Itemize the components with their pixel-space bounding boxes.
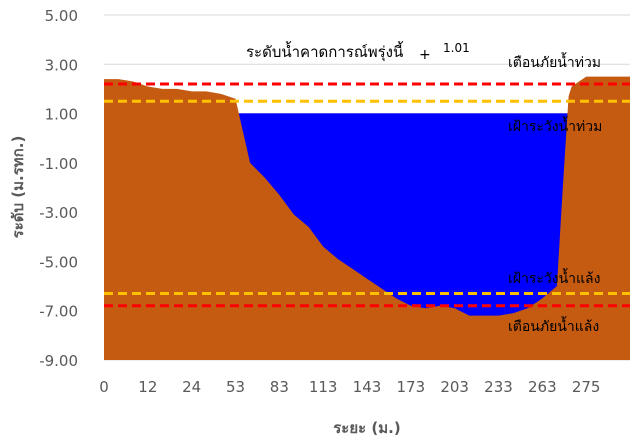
x-tick-label: 263 [528,378,557,396]
forecast-value: 1.01 [443,41,470,55]
y-tick-labels: 5.00 3.00 1.00 -1.00 -3.00 -5.00 -7.00 -9.00 [39,7,78,370]
forecast-plus: + [419,47,431,63]
y-tick-label: -5.00 [39,253,78,271]
x-tick-label: 143 [353,378,382,396]
ref-label-drought-watch: เฝ้าระวังน้ำแล้ง [508,268,600,287]
reference-lines [104,82,630,308]
x-tick-label: 173 [397,378,426,396]
y-tick-label: 3.00 [45,56,78,74]
x-tick-label: 83 [270,378,289,396]
y-tick-label: -9.00 [39,352,78,370]
y-axis-title: ระดับ (ม.รทก.) [9,136,27,239]
ref-label-flood-watch: เฝ้าระวังน้ำท่วม [508,116,602,135]
ground-area [104,76,630,360]
x-tick-label: 0 [99,378,109,396]
x-tick-label: 24 [182,378,201,396]
y-tick-label: -1.00 [39,155,78,173]
x-tick-labels: 0 12 24 53 83 113 143 173 203 233 263 275 [99,378,600,396]
plot-area [104,76,630,360]
x-tick-label: 233 [484,378,513,396]
ref-label-flood-warning: เตือนภัยน้ำท่วม [508,52,601,71]
y-tick-label: 1.00 [45,106,78,124]
y-tick-label: 5.00 [45,7,78,25]
x-tick-label: 53 [226,378,245,396]
y-tick-label: -7.00 [39,303,78,321]
x-tick-label: 275 [572,378,601,396]
ref-label-drought-warning: เตือนภัยน้ำแล้ง [508,316,599,335]
y-tick-label: -3.00 [39,204,78,222]
x-axis-title: ระยะ (ม.) [333,419,400,437]
forecast-label: ระดับน้ำคาดการณ์พรุ่งนี้ [246,41,404,62]
x-tick-label: 203 [440,378,469,396]
x-tick-label: 12 [138,378,157,396]
x-tick-label: 113 [309,378,338,396]
